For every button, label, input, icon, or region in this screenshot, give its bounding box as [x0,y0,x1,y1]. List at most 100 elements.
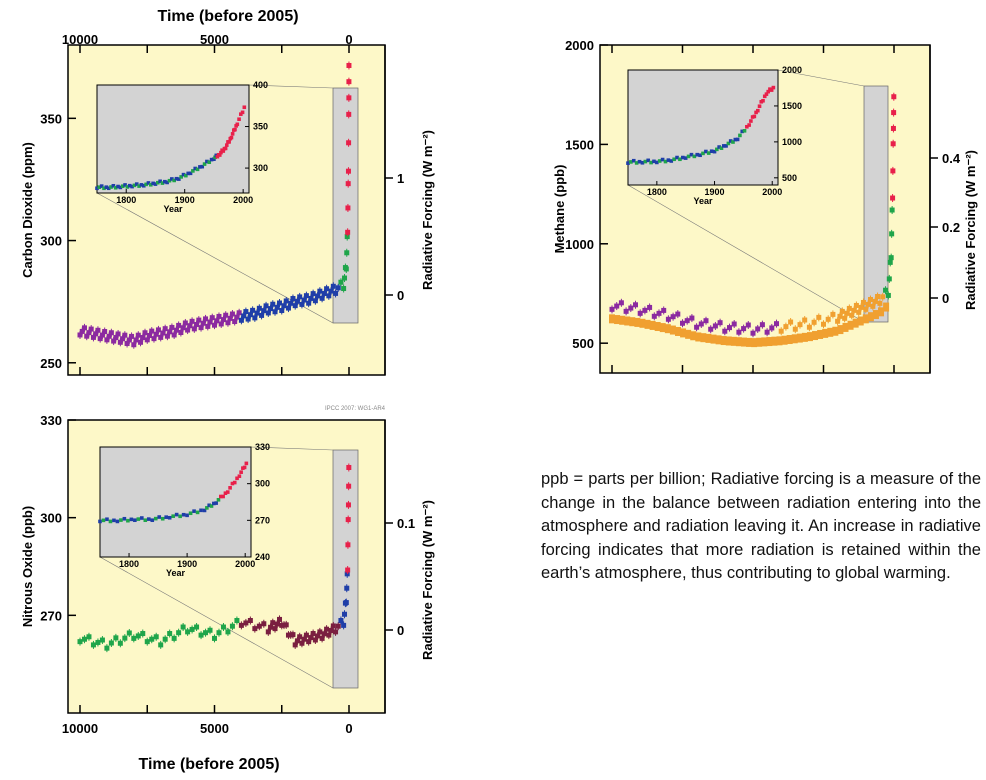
methane-point [654,322,661,332]
n2o-inset-point [244,461,249,466]
n2o-point [99,637,105,643]
methane-inset-point [756,108,760,113]
methane-point [862,314,869,324]
methane-point [880,294,886,300]
methane-point [750,330,756,336]
methane-inset-point [712,149,717,154]
co2-inset-point [95,186,99,191]
co2-point [279,308,285,314]
n2o-inset-point [209,504,214,508]
methane-point [890,195,896,201]
n2o-point [317,629,323,635]
n2o-inset-xtick-label: 2000 [235,559,255,569]
methane-inset-point [766,89,770,94]
n2o-point [225,629,231,635]
co2-point [216,313,222,319]
n2o-point [162,636,168,642]
co2-inset-point [230,132,235,136]
methane-point [669,325,676,335]
co2-point [285,305,291,311]
co2-point [173,327,179,333]
co2-point [345,229,351,235]
n2o-point [345,502,351,508]
co2-connector-top [248,84,334,89]
n2o-inset-point [119,518,123,522]
co2-inset-ytick-label: 400 [253,80,268,90]
n2o-point [306,639,312,645]
co2-inset-xtick-label: 1800 [116,195,136,205]
n2o-point [153,634,159,640]
co2-point [265,310,271,316]
co2-point [324,286,330,292]
methane-point [806,324,812,330]
co2-inset-point [184,173,188,178]
n2o-inset-point [205,506,209,510]
co2-inset-point [237,117,241,122]
n2o-point [90,642,96,648]
n2o-y2label: Radiative Forcing (W m⁻²) [420,500,435,660]
co2-point [243,309,249,315]
co2-panel: 250 300 350 10000 5000 0 Carbon Dioxide (ppm) 0… [20,32,435,376]
co2-inset-point [109,185,113,189]
n2o-rf-tick-label: 0 [397,623,404,638]
n2o-inset-point [112,518,116,523]
methane-point [740,337,747,347]
methane-point [629,317,636,327]
methane-inset-point [769,88,774,92]
n2o-point [303,632,309,638]
n2o-point [113,635,119,641]
methane-point [637,310,643,316]
methane-point [633,302,638,308]
methane-point [634,317,641,327]
methane-point [614,303,620,309]
methane-point [619,315,626,325]
methane-inset-point [749,119,753,123]
methane-point [791,334,798,344]
co2-inset-point [240,110,245,115]
methane-inset-point [660,157,665,162]
n2o-inset-point [181,512,186,517]
n2o-point [345,517,351,523]
methane-inset-point [726,141,731,146]
co2-inset-point [102,186,106,191]
co2-point [346,111,352,117]
methane-point [890,168,896,174]
methane-inset-point [709,149,714,154]
co2-point [252,315,258,321]
n2o-point [343,600,349,606]
methane-zoom-region [863,85,889,323]
co2-point [294,298,300,304]
co2-inset-point [223,146,228,151]
co2-ytick-label: 350 [40,111,62,126]
methane-inset-point [762,94,767,99]
co2-inset-point [177,177,181,181]
co2-point [306,300,312,306]
figure-caption: ppb = parts per billion; Radiative forci… [541,470,981,582]
methane-point [846,305,852,311]
co2-inset-point [221,149,226,153]
methane-point [661,307,667,313]
co2-point [345,181,351,187]
co2-y2label: Radiative Forcing (W m⁻²) [420,130,435,290]
co2-point [292,303,298,309]
n2o-inset-point [239,470,243,474]
methane-point [891,110,897,116]
methane-point [778,328,784,334]
co2-inset-point [172,178,176,183]
methane-inset-point [721,144,726,148]
methane-point [786,335,793,345]
methane-point [887,259,893,265]
n2o-inset-xtick-label: 1800 [119,559,139,569]
methane-point [751,338,758,348]
n2o-point [216,630,222,636]
n2o-point [131,635,137,641]
co2-point [345,205,351,211]
methane-point [664,324,671,334]
co2-point [214,318,220,324]
methane-point [890,141,896,147]
methane-y2label: Radiative Forcing (W m⁻²) [963,150,978,310]
co2-point [281,303,287,309]
methane-point [755,326,761,332]
co2-inset-xtick-label: 2000 [233,195,253,205]
methane-point [783,324,789,330]
